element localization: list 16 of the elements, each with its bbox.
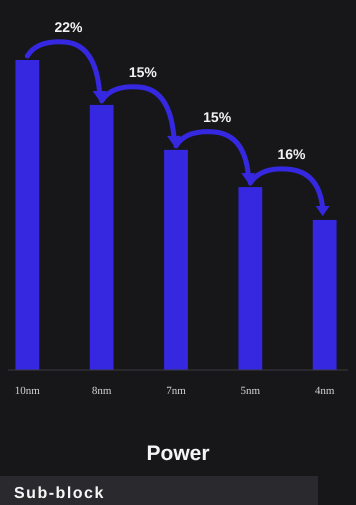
text: 22% — [54, 19, 84, 35]
text: Power — [146, 442, 210, 465]
bar — [238, 187, 262, 370]
x-tick-label: 7nm — [166, 385, 186, 397]
annotation: 16% — [277, 146, 306, 162]
annotation: 15% — [203, 108, 232, 125]
x-tick-label: 8nm — [92, 385, 112, 397]
text: Sub-block — [14, 485, 105, 502]
bar — [15, 60, 40, 370]
x-tick-label: 4nm — [314, 385, 335, 397]
annotation: 15% — [128, 64, 158, 80]
bar — [164, 150, 188, 370]
x-tick-label: 5nm — [240, 385, 261, 397]
bar — [312, 220, 337, 370]
x-tick-label: 10nm — [14, 385, 40, 397]
bar — [90, 104, 114, 370]
